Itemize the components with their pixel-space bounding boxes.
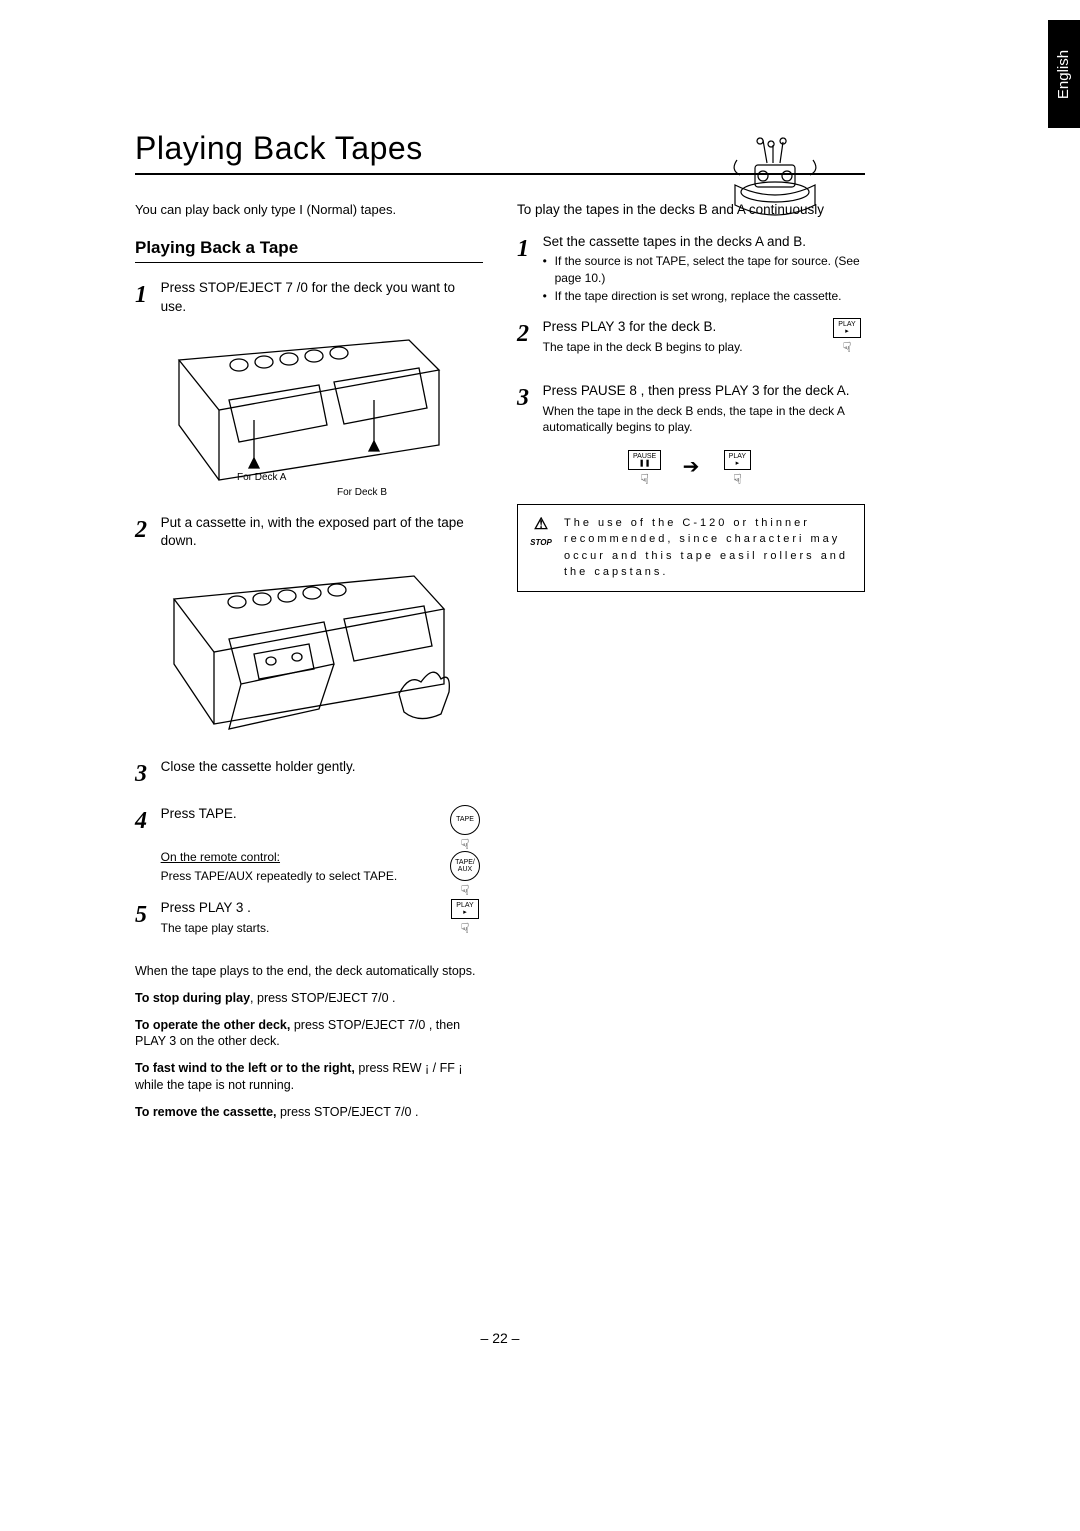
stop-icon: ⚠ STOP	[524, 513, 558, 549]
warning-box: ⚠ STOP The use of the C-120 or thinner r…	[517, 504, 865, 592]
play-button-icon: PLAY▸ ☟	[447, 899, 483, 935]
play-button-icon: PLAY▸ ☟	[719, 450, 755, 486]
section-heading: Playing Back a Tape	[135, 237, 483, 264]
remote-text: Press TAPE/AUX repeatedly to select TAPE…	[161, 868, 483, 884]
step-text: Set the cassette tapes in the decks A an…	[543, 234, 806, 249]
stereo-doodle-icon	[725, 130, 825, 220]
step-3: 3 Close the cassette holder gently.	[135, 758, 483, 790]
step-number: 3	[517, 382, 539, 414]
intro-text: You can play back only type I (Normal) t…	[135, 201, 483, 219]
step-number: 1	[135, 279, 157, 311]
warning-text: The use of the C-120 or thinner recommen…	[564, 517, 848, 579]
note-other-deck: To operate the other deck, press STOP/EJ…	[135, 1017, 483, 1051]
deck-diagram-1: For Deck A For Deck B	[135, 330, 483, 500]
step-number: 2	[517, 318, 539, 350]
language-label: English	[1056, 49, 1073, 98]
bullet-1: If the source is not TAPE, select the ta…	[543, 253, 865, 285]
page-number: – 22 –	[135, 1330, 865, 1346]
play-button-icon: PLAY▸ ☟	[829, 318, 865, 354]
left-column: You can play back only type I (Normal) t…	[135, 201, 483, 1131]
r-step-2: 2 Press PLAY 3 for the deck B. The tape …	[517, 318, 865, 368]
step-text: Press TAPE.	[161, 806, 237, 821]
note-fastwind: To fast wind to the left or to the right…	[135, 1060, 483, 1094]
pause-button-icon: PAUSE❚❚ ☟	[627, 450, 663, 486]
press-sequence: PAUSE❚❚ ☟ ➔ PLAY▸ ☟	[517, 450, 865, 486]
note-remove: To remove the cassette, press STOP/EJECT…	[135, 1104, 483, 1121]
step-number: 1	[517, 233, 539, 265]
bullet-2: If the tape direction is set wrong, repl…	[543, 288, 865, 304]
hand-icon: ☟	[461, 882, 470, 898]
note-stop: To stop during play, press STOP/EJECT 7/…	[135, 990, 483, 1007]
music-decor-icon	[725, 130, 825, 220]
note-autostop: When the tape plays to the end, the deck…	[135, 963, 483, 980]
step-text: Put a cassette in, with the exposed part…	[161, 514, 483, 550]
hand-icon: ☟	[640, 471, 649, 487]
step-subtext: When the tape in the deck B ends, the ta…	[543, 403, 865, 435]
step-4: 4 Press TAPE. On the remote control: Pre…	[135, 805, 483, 885]
diagram-label-a: For Deck A	[237, 472, 287, 483]
hand-icon: ☟	[843, 339, 852, 355]
r-step-3: 3 Press PAUSE 8 , then press PLAY 3 for …	[517, 382, 865, 436]
diagram-label-b: For Deck B	[337, 487, 387, 498]
step-number: 4	[135, 805, 157, 837]
step-number: 3	[135, 758, 157, 790]
hand-icon: ☟	[461, 836, 470, 852]
step-text: Close the cassette holder gently.	[161, 758, 483, 776]
step-5: 5 Press PLAY 3 . The tape play starts. P…	[135, 899, 483, 949]
step-1: 1 Press STOP/EJECT 7 /0 for the deck you…	[135, 279, 483, 315]
step-number: 2	[135, 514, 157, 546]
step-2: 2 Put a cassette in, with the exposed pa…	[135, 514, 483, 550]
right-column: To play the tapes in the decks B and A c…	[517, 201, 865, 1131]
language-tab: English	[1048, 20, 1080, 128]
hand-icon: ☟	[461, 920, 470, 936]
remote-heading: On the remote control:	[161, 849, 483, 865]
tape-aux-button-icon: TAPE/ AUX ☟	[447, 851, 483, 897]
step-text: Press STOP/EJECT 7 /0 for the deck you w…	[161, 279, 483, 315]
step-subtext: The tape play starts.	[161, 920, 483, 936]
step-text: Press PLAY 3 for the deck B.	[543, 319, 717, 334]
after-notes: When the tape plays to the end, the deck…	[135, 963, 483, 1121]
step-text: Press PLAY 3 .	[161, 900, 251, 915]
step-subtext: The tape in the deck B begins to play.	[543, 339, 821, 355]
page-content: Playing Back Tapes You can play back onl…	[135, 130, 865, 1131]
r-step-1: 1 Set the cassette tapes in the decks A …	[517, 233, 865, 304]
deck-diagram-2	[135, 564, 483, 744]
tape-button-icon: TAPE ☟	[447, 805, 483, 851]
hand-icon: ☟	[733, 471, 742, 487]
step-number: 5	[135, 899, 157, 931]
arrow-right-icon: ➔	[683, 454, 700, 481]
step-text: Press PAUSE 8 , then press PLAY 3 for th…	[543, 383, 850, 398]
